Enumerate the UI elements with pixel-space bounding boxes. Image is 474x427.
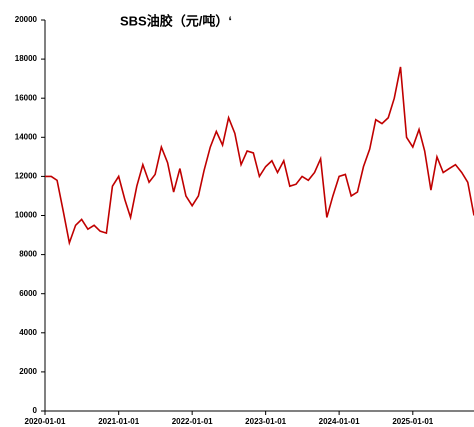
y-tick-label: 4000 xyxy=(19,328,37,337)
x-tick-label: 2022-01-01 xyxy=(172,417,213,426)
x-tick-label: 2024-01-01 xyxy=(319,417,360,426)
x-tick-label: 2023-01-01 xyxy=(245,417,286,426)
y-tick-label: 18000 xyxy=(15,54,38,63)
y-tick-label: 2000 xyxy=(19,367,37,376)
data-line xyxy=(45,66,474,246)
y-tick-label: 10000 xyxy=(15,211,38,220)
y-tick-label: 12000 xyxy=(15,172,38,181)
x-tick-label: 2021-01-01 xyxy=(98,417,139,426)
y-tick-label: 14000 xyxy=(15,132,38,141)
y-tick-label: 8000 xyxy=(19,250,37,259)
x-tick-label: 2020-01-01 xyxy=(25,417,66,426)
y-tick-label: 0 xyxy=(33,406,38,415)
x-tick-label: 2025-01-01 xyxy=(392,417,433,426)
y-tick-label: 20000 xyxy=(15,15,38,24)
chart-title: SBS油胶（元/吨）‘ xyxy=(120,13,232,28)
y-tick-label: 16000 xyxy=(15,93,38,102)
y-tick-label: 6000 xyxy=(19,289,37,298)
